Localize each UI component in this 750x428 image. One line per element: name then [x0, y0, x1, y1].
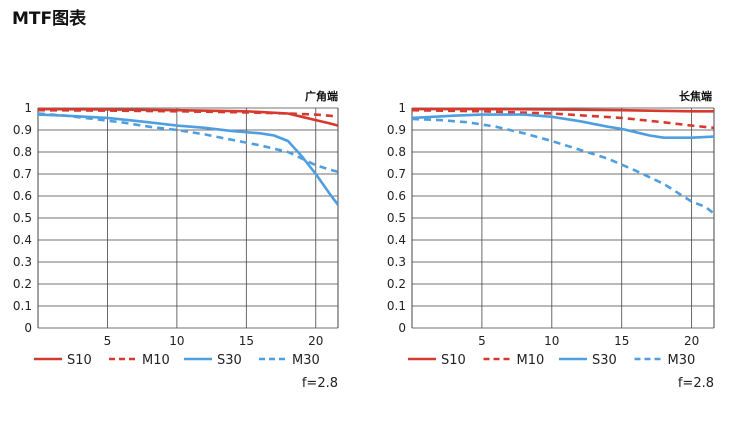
legend-label-s10: S10: [441, 353, 466, 368]
series-line-s10: [37, 107, 339, 127]
y-tick-label: 0.3: [387, 255, 406, 269]
y-tick-label: 0.7: [13, 167, 32, 181]
chart-1: 1 0.9 0.8 0.7 0.6 0.5 0.4 0.3 0.2 0.1 0 5 10 15 20 广角端 S…: [13, 89, 340, 391]
legend-label-s10: S10: [67, 353, 92, 368]
y-tick-label: 0.5: [387, 211, 406, 225]
series-line-s10: [412, 107, 714, 113]
aperture-label: f=2.8: [678, 376, 714, 391]
y-tick-label: 0.5: [13, 211, 32, 225]
y-tick-label: 0: [24, 321, 32, 335]
x-tick-label: 20: [684, 334, 699, 348]
page-title: MTF图表: [12, 9, 87, 29]
y-tick-label: 0.9: [387, 123, 406, 137]
legend-label-m10: M10: [517, 353, 545, 368]
x-tick-label: 5: [104, 334, 112, 348]
y-tick-label: 0.4: [387, 233, 406, 247]
y-tick-label: 0.2: [13, 277, 32, 291]
x-tick-label: 5: [478, 334, 486, 348]
y-tick-label: 0.2: [387, 277, 406, 291]
series-line-m30: [411, 117, 715, 215]
series-line-s30: [411, 113, 715, 139]
y-tick-label: 0.9: [13, 123, 32, 137]
chart-title: 广角端: [305, 89, 338, 103]
y-tick-label: 0.7: [387, 167, 406, 181]
series-line-s30: [37, 113, 340, 206]
y-tick-label: 0.8: [13, 145, 32, 159]
y-tick-label: 0.1: [387, 299, 406, 313]
y-tick-label: 0.6: [13, 189, 32, 203]
y-tick-label: 0.8: [387, 145, 406, 159]
legend-label-m30: M30: [292, 353, 320, 368]
x-tick-label: 20: [308, 334, 323, 348]
x-tick-label: 15: [614, 334, 629, 348]
x-tick-label: 15: [239, 334, 254, 348]
y-tick-label: 0.6: [387, 189, 406, 203]
y-tick-label: 0.4: [13, 233, 32, 247]
chart-2: 1 0.9 0.8 0.7 0.6 0.5 0.4 0.3 0.2 0.1 0 5 10 15 20 长焦端 S…: [387, 89, 715, 391]
legend-label-m30: M30: [668, 353, 696, 368]
y-tick-label: 0.3: [13, 255, 32, 269]
series-line-m30: [37, 112, 339, 174]
x-tick-label: 10: [169, 334, 184, 348]
series-line-m10: [411, 108, 715, 130]
legend-label-s30: S30: [592, 353, 617, 368]
legend-label-s30: S30: [217, 353, 242, 368]
aperture-label: f=2.8: [302, 376, 338, 391]
y-tick-label: 1: [24, 101, 32, 115]
y-tick-label: 1: [398, 101, 406, 115]
y-tick-label: 0.1: [13, 299, 32, 313]
y-tick-label: 0: [398, 321, 406, 335]
chart-title: 长焦端: [679, 89, 712, 103]
x-tick-label: 10: [544, 334, 559, 348]
series-line-m10: [37, 108, 339, 119]
legend-label-m10: M10: [142, 353, 170, 368]
